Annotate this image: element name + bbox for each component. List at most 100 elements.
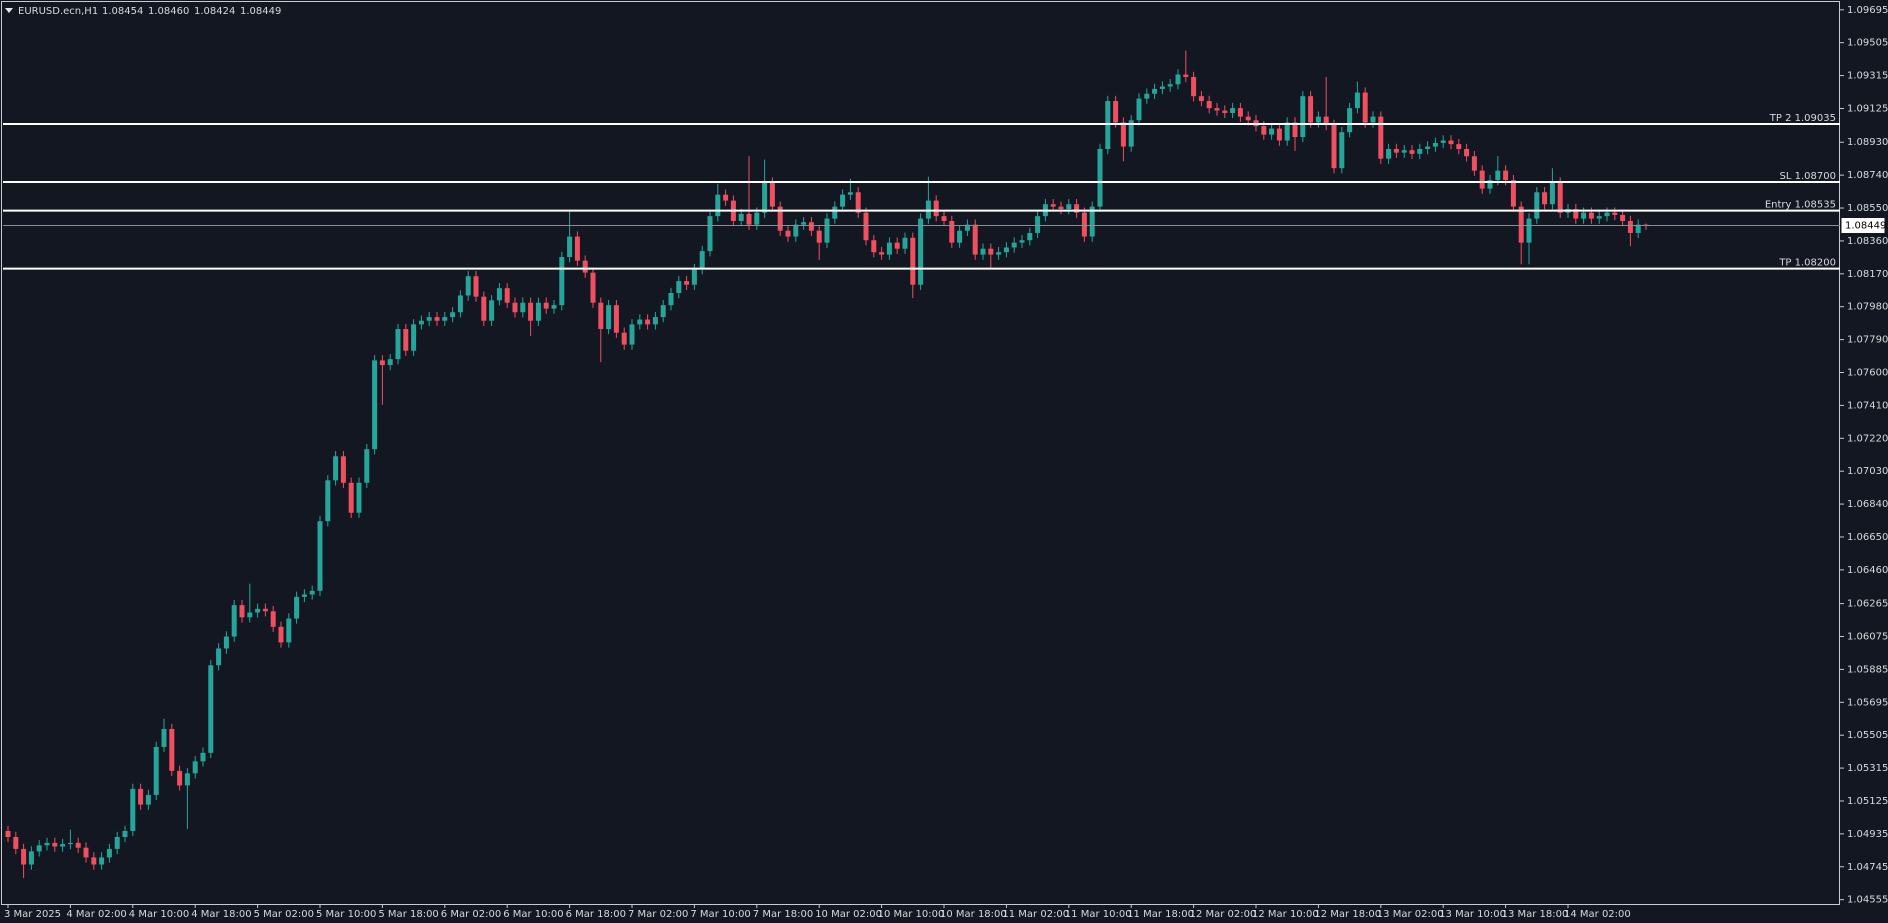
candle-body xyxy=(1206,101,1212,109)
candle-body xyxy=(769,182,775,207)
x-tick-label: 12 Mar 18:00 xyxy=(1314,909,1381,920)
candle-body xyxy=(1471,156,1477,171)
candle-body xyxy=(161,728,167,747)
candle-body xyxy=(262,608,268,612)
candle-body xyxy=(1300,96,1306,138)
candle-body xyxy=(949,221,955,243)
y-tick-label: 1.08360 xyxy=(1847,236,1888,247)
candle-body xyxy=(1526,218,1532,243)
candle-body xyxy=(785,230,791,237)
candle-body xyxy=(99,857,105,865)
y-tick-label: 1.09315 xyxy=(1847,71,1888,82)
candle-body xyxy=(465,276,471,296)
x-tick-label: 12 Mar 10:00 xyxy=(1252,909,1319,920)
y-tick-label: 1.07410 xyxy=(1847,400,1888,411)
y-tick-label: 1.08740 xyxy=(1847,170,1888,181)
collapse-arrow[interactable] xyxy=(5,8,13,13)
candle-body xyxy=(28,851,34,865)
x-tick-label: 7 Mar 02:00 xyxy=(628,909,688,920)
candle-body xyxy=(871,240,877,253)
y-tick-label: 1.06075 xyxy=(1847,632,1888,643)
header-low: 1.08424 xyxy=(194,6,235,17)
candle-body xyxy=(1027,232,1033,241)
candle-body xyxy=(793,224,799,237)
candle-body xyxy=(637,319,643,325)
candle-body xyxy=(1378,116,1384,159)
candle-body xyxy=(691,269,697,285)
candle-body xyxy=(1409,150,1415,154)
candle-body xyxy=(590,272,596,303)
candle-body xyxy=(286,618,292,643)
candle-body xyxy=(1542,192,1548,205)
candle-body xyxy=(481,296,487,321)
bid-price-label: 1.08449 xyxy=(1845,221,1886,232)
candle-body xyxy=(1198,96,1204,102)
y-tick-label: 1.04555 xyxy=(1847,895,1888,906)
candle-body xyxy=(1425,146,1431,149)
x-tick-label: 10 Mar 10:00 xyxy=(878,909,945,920)
candle-body xyxy=(130,788,136,831)
candle-body xyxy=(902,237,908,249)
candle-body xyxy=(847,192,853,195)
candle-body xyxy=(816,230,822,243)
candle-body xyxy=(364,449,370,483)
candle-body xyxy=(457,295,463,313)
candles xyxy=(5,50,1649,879)
candle-body xyxy=(442,317,448,321)
candle-body xyxy=(1144,93,1150,99)
candle-body xyxy=(645,319,651,325)
candle-body xyxy=(340,456,346,483)
candle-body xyxy=(418,320,424,325)
candle-body xyxy=(964,224,970,231)
candle-body xyxy=(1159,86,1165,89)
candle-body xyxy=(941,216,947,222)
x-tick-label: 11 Mar 02:00 xyxy=(1002,909,1069,920)
candle-body xyxy=(1230,108,1236,113)
candle-body xyxy=(613,305,619,333)
candle-body xyxy=(153,746,159,795)
y-tick-label: 1.04935 xyxy=(1847,829,1888,840)
candle-body xyxy=(138,788,144,805)
x-tick-label: 4 Mar 10:00 xyxy=(129,909,189,920)
candle-body xyxy=(294,596,300,619)
candle-body xyxy=(1050,204,1056,207)
candle-body xyxy=(957,230,963,243)
candle-body xyxy=(925,200,931,219)
candle-body xyxy=(1191,76,1197,97)
y-tick-label: 1.06460 xyxy=(1847,565,1888,576)
candle-body xyxy=(1347,108,1353,133)
candle-body xyxy=(574,236,580,261)
candle-body xyxy=(239,605,245,618)
x-tick-label: 6 Mar 18:00 xyxy=(566,909,626,920)
y-tick-label: 1.09505 xyxy=(1847,38,1888,49)
candle-body xyxy=(21,848,27,865)
candle-body xyxy=(1370,116,1376,123)
y-tick-label: 1.06650 xyxy=(1847,532,1888,543)
candle-body xyxy=(1573,209,1579,219)
candle-body xyxy=(1011,242,1017,248)
candle-body xyxy=(372,360,378,450)
candle-body xyxy=(91,857,97,865)
header-high: 1.08460 xyxy=(148,6,189,17)
candle-body xyxy=(1612,212,1618,215)
candle-body xyxy=(1487,180,1493,189)
y-tick-label: 1.07600 xyxy=(1847,367,1888,378)
candle-body xyxy=(1276,128,1282,141)
candle-body xyxy=(918,218,924,285)
symbol-title: EURUSD.ecn,H1 xyxy=(18,6,98,17)
candle-body xyxy=(684,281,690,285)
candle-body xyxy=(504,288,510,303)
candle-body xyxy=(496,288,502,301)
candle-body xyxy=(83,847,89,858)
candle-body xyxy=(762,182,768,213)
candle-body xyxy=(1596,216,1602,219)
y-tick-label: 1.06265 xyxy=(1847,599,1888,610)
candle-body xyxy=(403,329,409,351)
level-label: Entry 1.08535 xyxy=(1765,200,1836,211)
candle-body xyxy=(1495,170,1501,181)
candle-body xyxy=(808,222,814,231)
candle-body xyxy=(1417,148,1423,154)
candle-body xyxy=(582,260,588,273)
candle-body xyxy=(777,206,783,231)
